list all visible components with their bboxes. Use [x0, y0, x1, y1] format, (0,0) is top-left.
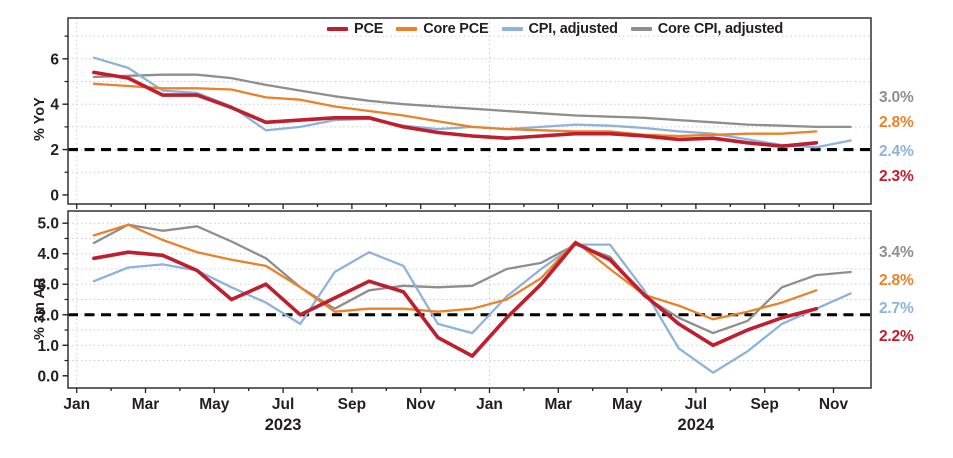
legend-label-pce: PCE	[354, 21, 384, 37]
svg-text:2.0: 2.0	[37, 307, 59, 324]
end-label-top-cpi: 2.4%	[879, 143, 914, 160]
pce-line-swatch-icon	[327, 27, 348, 31]
svg-text:0: 0	[50, 187, 59, 204]
svg-text:Sep: Sep	[750, 396, 778, 413]
svg-text:Jan: Jan	[476, 396, 503, 413]
svg-text:6: 6	[50, 51, 59, 68]
svg-text:4: 4	[50, 97, 59, 114]
legend-label-core-pce: Core PCE	[423, 21, 489, 37]
svg-text:Jul: Jul	[685, 396, 707, 413]
svg-text:Sep: Sep	[338, 396, 366, 413]
end-label-bottom-core-cpi: 3.4%	[879, 244, 914, 261]
end-label-bottom-cpi: 2.7%	[879, 300, 914, 317]
end-label-bottom-core-pce: 2.8%	[879, 272, 914, 289]
svg-text:Nov: Nov	[406, 396, 436, 413]
y-axis-title-bottom: % 3m AR	[32, 277, 48, 340]
core-cpi-adjusted-line-swatch-icon	[630, 27, 652, 31]
svg-text:3.0: 3.0	[37, 277, 59, 294]
end-label-top-core-pce: 2.8%	[879, 114, 914, 131]
y-axis-title-top: % YoY	[32, 97, 48, 141]
svg-text:May: May	[612, 396, 643, 413]
svg-text:Jul: Jul	[272, 396, 294, 413]
chart-legend: PCE Core PCE CPI, adjusted Core CPI, adj…	[327, 21, 783, 37]
end-label-top-core-cpi: 3.0%	[879, 89, 914, 106]
svg-text:5.0: 5.0	[37, 216, 59, 233]
end-label-bottom-pce: 2.2%	[879, 328, 914, 345]
legend-label-core-cpi-adjusted: Core CPI, adjusted	[657, 21, 784, 37]
svg-text:Jan: Jan	[63, 396, 90, 413]
legend-item-core-pce: Core PCE	[396, 21, 489, 37]
legend-item-core-cpi-adjusted: Core CPI, adjusted	[630, 21, 784, 37]
svg-text:Mar: Mar	[545, 396, 573, 413]
core-pce-line-swatch-icon	[396, 27, 418, 31]
cpi-adjusted-line-swatch-icon	[501, 27, 523, 31]
svg-text:Nov: Nov	[819, 396, 849, 413]
legend-item-pce: PCE	[327, 21, 383, 37]
svg-text:2: 2	[50, 142, 59, 159]
svg-text:2024: 2024	[678, 416, 716, 434]
svg-text:Mar: Mar	[132, 396, 160, 413]
svg-text:0.0: 0.0	[37, 368, 59, 385]
svg-text:May: May	[199, 396, 230, 413]
end-label-top-pce: 2.3%	[879, 168, 914, 185]
legend-label-cpi-adjusted: CPI, adjusted	[528, 21, 618, 37]
svg-text:4.0: 4.0	[37, 246, 59, 263]
svg-text:2023: 2023	[265, 416, 302, 434]
svg-text:1.0: 1.0	[37, 338, 59, 355]
legend-item-cpi-adjusted: CPI, adjusted	[501, 21, 618, 37]
